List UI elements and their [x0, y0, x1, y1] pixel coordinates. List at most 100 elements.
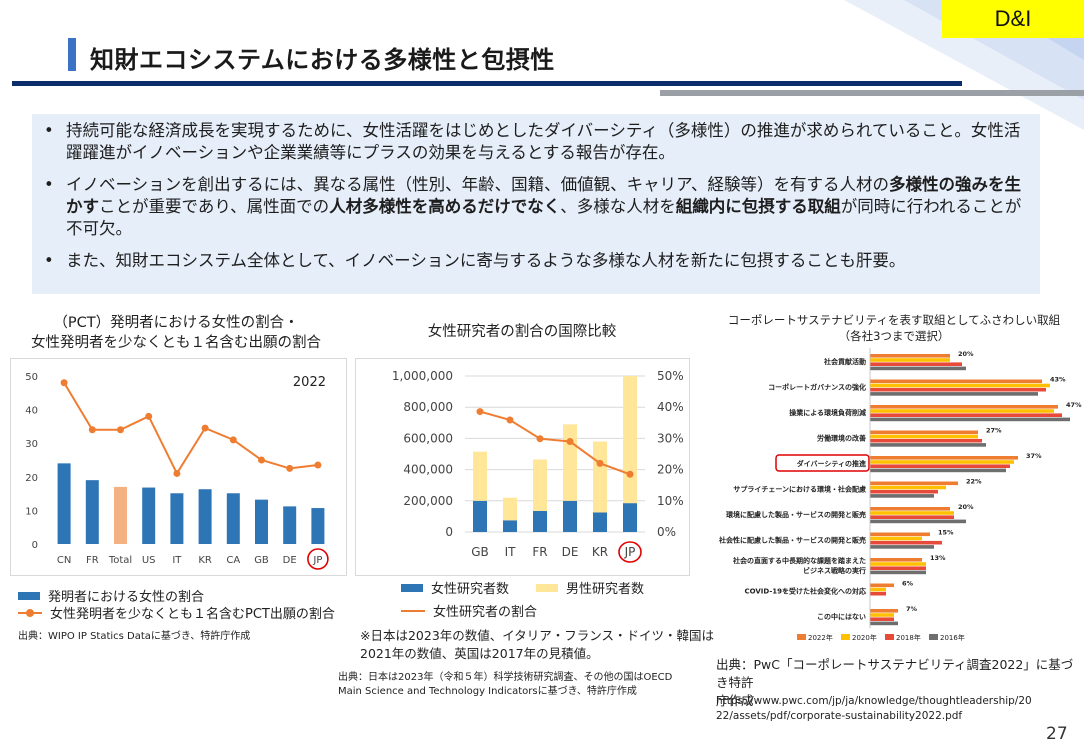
bar-female [563, 500, 577, 532]
y2-tick-label: 50% [657, 369, 684, 383]
bar [283, 506, 297, 544]
title-accent-bar [68, 38, 76, 71]
category-label: 環境に配慮した製品・サービスの開発と販売 [726, 510, 866, 519]
title-rule-secondary [660, 90, 1084, 96]
chart3-source: 出典：PwC「コーポレートサステナビリティ調査2022」に基づき特許 庁作成 [716, 657, 1074, 708]
chart2-title: 女性研究者の割合の国際比較 [427, 324, 617, 340]
legend-swatch [401, 583, 423, 592]
bar [870, 609, 898, 613]
bullet-2: イノベーションを創出するには、異なる属性（性別、年齢、国籍、価値観、キャリア、経… [44, 174, 1026, 240]
bar-female [473, 500, 487, 532]
line-point [626, 470, 634, 478]
y-tick-label: 40 [25, 406, 38, 417]
line-point [506, 416, 514, 424]
value-label: 20% [958, 350, 974, 358]
line-point [117, 426, 124, 434]
legend-swatch [797, 634, 806, 640]
bar [870, 566, 926, 570]
category-label: 社会性に配慮した製品・サービスの開発と販売 [718, 536, 866, 545]
bar [870, 409, 1054, 413]
bar-female [533, 510, 547, 532]
bar [870, 358, 950, 362]
x-tick-label: CN [57, 555, 71, 566]
bar-female [623, 503, 637, 532]
bar [870, 481, 958, 486]
y-tick-label: 400,000 [403, 463, 453, 477]
legend-swatch [841, 634, 850, 640]
bar [870, 392, 1038, 396]
bar [142, 487, 156, 544]
y-tick-label: 20 [25, 473, 38, 484]
bar [870, 511, 954, 515]
chart1-plot: 0 10 20 30 40 50 2022 CN FR Total US IT KR CA GB DE JP [25, 372, 329, 570]
x-tick-label: FR [532, 545, 547, 559]
bar [57, 463, 71, 544]
y-tick-label: 30 [25, 439, 38, 450]
bar [870, 545, 934, 549]
y2-tick-label: 20% [657, 463, 684, 477]
bar [870, 362, 962, 366]
legend-label: 2022年 [808, 633, 833, 642]
y-tick-label: 10 [25, 506, 38, 517]
y-tick-label: 50 [25, 372, 38, 383]
bullet-1: 持続可能な経済成長を実現するために、女性活躍をはじめとしたダイバーシティ（多様性… [44, 120, 1026, 164]
bar [870, 387, 1046, 392]
value-label: 7% [906, 605, 918, 613]
value-label: 27% [986, 427, 1002, 435]
bar-male [533, 459, 547, 511]
chart2-legend-female: 女性研究者数 [401, 578, 509, 597]
bar [870, 464, 1010, 468]
legend-swatch [885, 634, 894, 640]
bar [870, 494, 934, 498]
page-number: 27 [1046, 724, 1068, 744]
bar [870, 587, 886, 592]
page-title: 知財エコシステムにおける多様性と包摂性 [90, 46, 555, 74]
bar [870, 417, 1070, 422]
series-line [479, 410, 631, 476]
bar [870, 515, 954, 519]
bar-male [473, 451, 487, 501]
chart2-note: ※日本は2023年の数値、イタリア・フランス・ドイツ・韓国は 2021年の数値、… [360, 628, 715, 661]
highlight-circle [618, 541, 642, 563]
bar [870, 468, 1006, 473]
y2-tick-label: 40% [657, 400, 684, 414]
chart3-title: コーポレートサステナビリティを表す取組としてふさわしい取組 （各社3つまで選択） [727, 313, 1061, 343]
bar [311, 508, 325, 544]
line-point [258, 456, 265, 464]
line-point [229, 436, 237, 444]
bar [870, 536, 922, 541]
y-tick-label: 600,000 [403, 431, 453, 445]
x-tick-label: CA [226, 555, 240, 566]
bar [870, 621, 898, 626]
category-label: ビジネス戦略の実行 [803, 566, 866, 575]
bar-male [563, 424, 577, 501]
line-point [536, 435, 544, 443]
line-point [201, 424, 209, 432]
line-point [476, 408, 484, 416]
x-tick-label: GB [471, 545, 489, 559]
bar-female [503, 520, 517, 532]
x-tick-label: IT [172, 555, 182, 566]
category-label: 操業による環境負荷削減 [789, 408, 866, 417]
line-point [286, 464, 294, 472]
category-label: 労働環境の改善 [817, 434, 866, 443]
chart2-legend-ratio: 女性研究者の割合 [401, 601, 537, 620]
bar [870, 438, 982, 443]
x-tick-label: KR [198, 555, 212, 566]
chart2-source: 出典：日本は2023年（令和５年）科学技術研究調査、その他の国はOECD Mai… [338, 672, 673, 697]
category-label: コーポレートガバナンスの強化 [768, 383, 866, 392]
legend-label: 2016年 [940, 633, 965, 642]
x-tick-label: KR [592, 545, 608, 559]
bar [870, 583, 894, 588]
bar-male [593, 441, 607, 513]
bar [870, 519, 966, 524]
x-tick-label: JP [312, 555, 322, 566]
value-label: 13% [930, 554, 946, 562]
value-label: 22% [966, 478, 982, 486]
chart2-legend-male: 男性研究者数 [536, 578, 644, 597]
bar [170, 493, 184, 544]
bar [870, 413, 1062, 417]
bar-female [593, 512, 607, 532]
bar [870, 434, 978, 439]
value-label: 47% [1066, 401, 1082, 409]
